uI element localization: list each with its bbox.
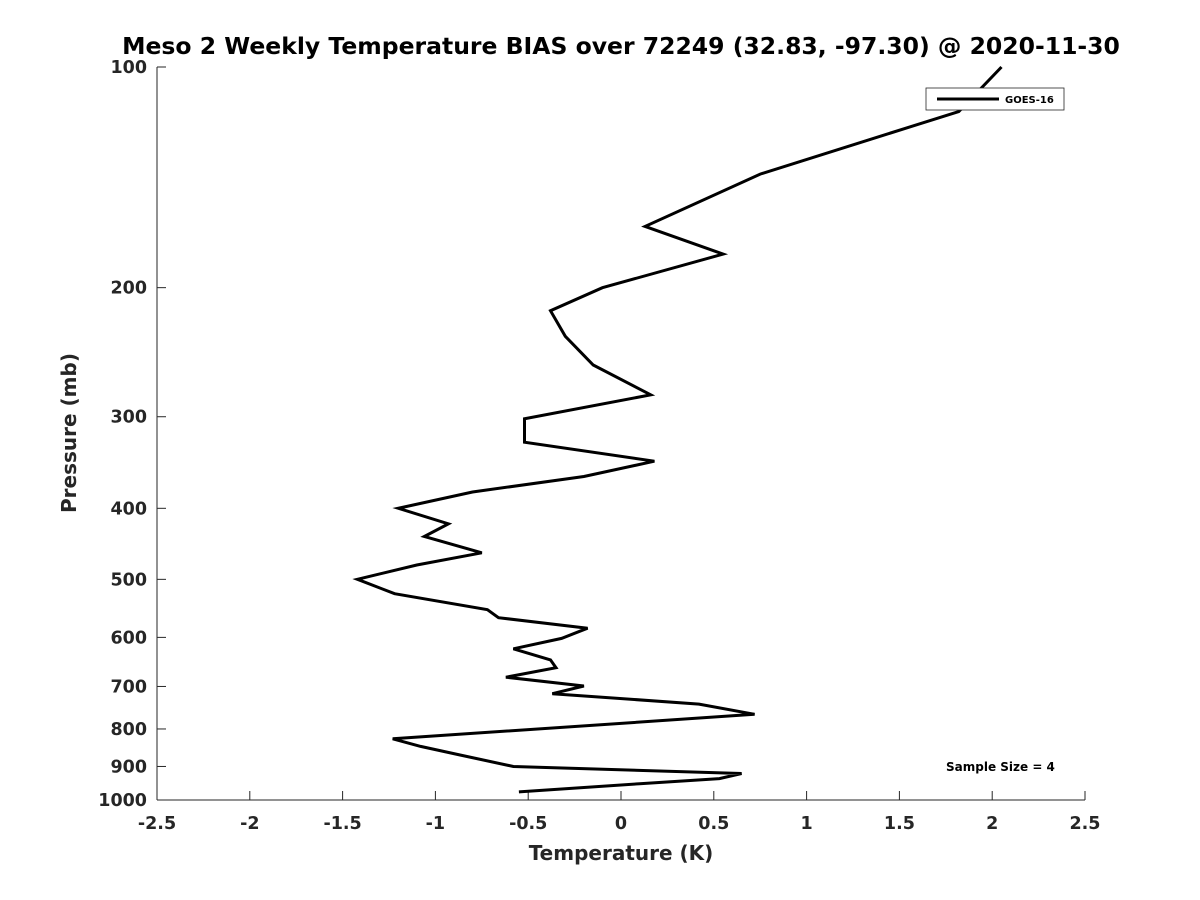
y-tick-label: 300 (110, 408, 147, 428)
y-tick-label: 400 (110, 499, 147, 519)
legend: GOES-16 (925, 87, 1065, 111)
x-tick-label: 1 (801, 814, 813, 834)
x-tick-label: -2 (240, 814, 259, 834)
x-tick-label: 0.5 (698, 814, 729, 834)
y-tick-label: 600 (110, 628, 147, 648)
sample-size-annotation: Sample Size = 4 (946, 760, 1055, 774)
x-tick-label: 1.5 (884, 814, 915, 834)
x-tick-label: -0.5 (509, 814, 547, 834)
x-ticks: -2.5 -2 -1.5 -1 -0.5 0 0.5 1 1.5 2 2.5 (138, 791, 1101, 834)
plot-area (157, 67, 1085, 800)
y-tick-label: 500 (110, 570, 147, 590)
x-axis-label: Temperature (K) (529, 841, 714, 865)
chart-title: Meso 2 Weekly Temperature BIAS over 7224… (122, 32, 1120, 60)
x-tick-label: 0 (615, 814, 627, 834)
y-axis: 100 200 300 400 500 600 700 800 900 1000 (98, 58, 166, 811)
x-tick-label: -1 (426, 814, 445, 834)
series-line-goes-16 (352, 65, 1003, 794)
x-tick-label: -1.5 (323, 814, 361, 834)
y-tick-label: 900 (110, 757, 147, 777)
y-tick-label: 1000 (98, 791, 147, 811)
y-axis-label: Pressure (mb) (57, 353, 81, 513)
y-ticks: 100 200 300 400 500 600 700 800 900 1000 (98, 58, 166, 811)
y-tick-label: 200 (110, 279, 147, 299)
x-tick-label: -2.5 (138, 814, 176, 834)
series-layer (352, 65, 1003, 794)
x-tick-label: 2.5 (1069, 814, 1100, 834)
y-tick-label: 700 (110, 677, 147, 697)
x-tick-label: 2 (986, 814, 998, 834)
x-axis: -2.5 -2 -1.5 -1 -0.5 0 0.5 1 1.5 2 2.5 (138, 791, 1101, 834)
legend-label-goes-16: GOES-16 (1005, 95, 1054, 106)
y-tick-label: 800 (110, 720, 147, 740)
y-tick-label: 100 (110, 58, 147, 78)
